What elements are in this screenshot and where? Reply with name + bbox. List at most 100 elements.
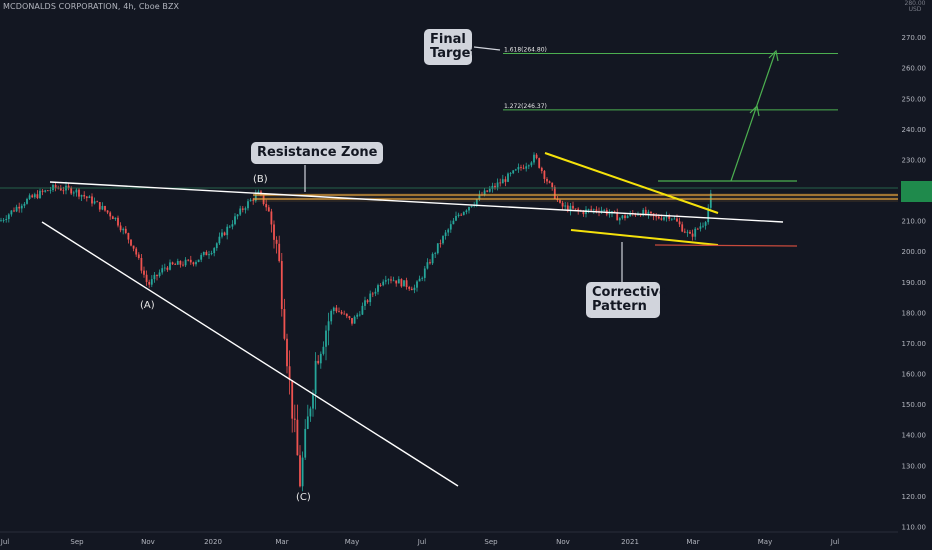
candle-body [33, 194, 36, 198]
time-tick-label: Nov [141, 538, 155, 546]
candle-body [491, 185, 494, 189]
candle-body [335, 307, 338, 312]
currency-label: USD [909, 6, 922, 13]
candle-body [348, 316, 351, 319]
time-tick-label: Jul [830, 538, 840, 546]
candle-body [436, 243, 439, 254]
price-axis-bg [898, 0, 932, 550]
arrow-head-1 [749, 104, 760, 117]
candle-body [5, 219, 8, 221]
candle-body [468, 207, 470, 211]
candle-body [166, 267, 169, 270]
candle-body [143, 270, 145, 275]
candle-body [642, 209, 645, 216]
last-price-marker [901, 181, 932, 202]
candle-body [686, 231, 689, 233]
candle-body [517, 167, 520, 170]
candle-body [670, 218, 673, 220]
time-tick-label: Mar [686, 538, 699, 546]
candle-body [317, 360, 320, 364]
candle-body [18, 206, 21, 209]
price-axis-top-label: 280.00 [905, 0, 926, 7]
candle-body [535, 154, 538, 159]
candle-body [390, 279, 392, 281]
candle-body [252, 199, 255, 201]
candle-body [374, 291, 377, 294]
candle-body [228, 226, 231, 228]
candle-body [460, 214, 463, 216]
candle-body [478, 194, 481, 200]
candle-body [395, 280, 398, 284]
candle-body [696, 228, 699, 230]
candle-body [249, 199, 252, 202]
candle-body [676, 218, 678, 222]
candle-body [28, 195, 31, 199]
time-tick-label: May [345, 538, 359, 546]
candle-body [569, 205, 572, 212]
candle-body [559, 200, 561, 203]
candle-body [210, 253, 213, 255]
candle-body [356, 314, 359, 317]
corrective-pattern-label: Corrective Pattern [592, 285, 668, 314]
candle-body [286, 338, 288, 367]
time-tick-label: 2020 [204, 538, 222, 546]
price-tick-label: 120.00 [902, 493, 927, 501]
candle-body [572, 205, 574, 209]
candle-body [707, 207, 710, 223]
candle-body [262, 195, 265, 205]
candle-body [629, 212, 632, 216]
target-pointer [473, 46, 501, 51]
candle-body [109, 212, 112, 217]
candle-body [668, 215, 671, 219]
candle-body [236, 214, 239, 217]
candle-body [124, 228, 127, 233]
candle-body [470, 206, 473, 208]
candle-body [582, 211, 585, 215]
candle-body [590, 209, 593, 211]
candle-body [54, 184, 57, 188]
candle-body [525, 166, 528, 169]
candle-body [509, 173, 512, 174]
candle-body [577, 208, 580, 211]
time-axis[interactable]: Jul Sep Nov 2020 Mar May Jul Sep Nov 2021 Mar May Ju… [0, 531, 898, 546]
candle-body [371, 293, 374, 295]
candle-body [153, 274, 156, 280]
candle-body [691, 233, 694, 237]
support-tail-line [654, 244, 798, 247]
candle-body [293, 418, 296, 420]
candle-body [637, 214, 639, 216]
candle-body [132, 245, 135, 249]
candle-body [215, 243, 218, 249]
candle-body [49, 190, 52, 191]
candle-body [358, 314, 361, 316]
candle-body [423, 268, 426, 278]
candle-body [91, 196, 93, 204]
wave-a-label: (A) [140, 300, 155, 311]
candle-body [486, 190, 489, 192]
candle-body [187, 259, 190, 261]
candle-body [145, 274, 148, 282]
price-tick-label: 260.00 [902, 65, 927, 73]
candle-body [301, 457, 304, 487]
lower-trendline [41, 221, 459, 487]
candle-body [327, 321, 330, 331]
candle-body [663, 217, 665, 220]
candle-body [62, 190, 65, 192]
candle-body [408, 286, 411, 289]
candle-body [83, 195, 86, 197]
candle-body [288, 366, 291, 381]
candle-body [488, 188, 491, 192]
candle-body [429, 262, 431, 264]
candle-body [41, 190, 44, 192]
candle-body [514, 169, 517, 171]
price-tick-label: 190.00 [902, 279, 927, 287]
candle-body [431, 253, 434, 264]
candle-body [122, 228, 125, 231]
candle-body [291, 380, 294, 419]
candle-body [254, 193, 257, 201]
candle-body [507, 173, 509, 182]
candle-body [520, 167, 522, 168]
candle-body [504, 179, 507, 182]
